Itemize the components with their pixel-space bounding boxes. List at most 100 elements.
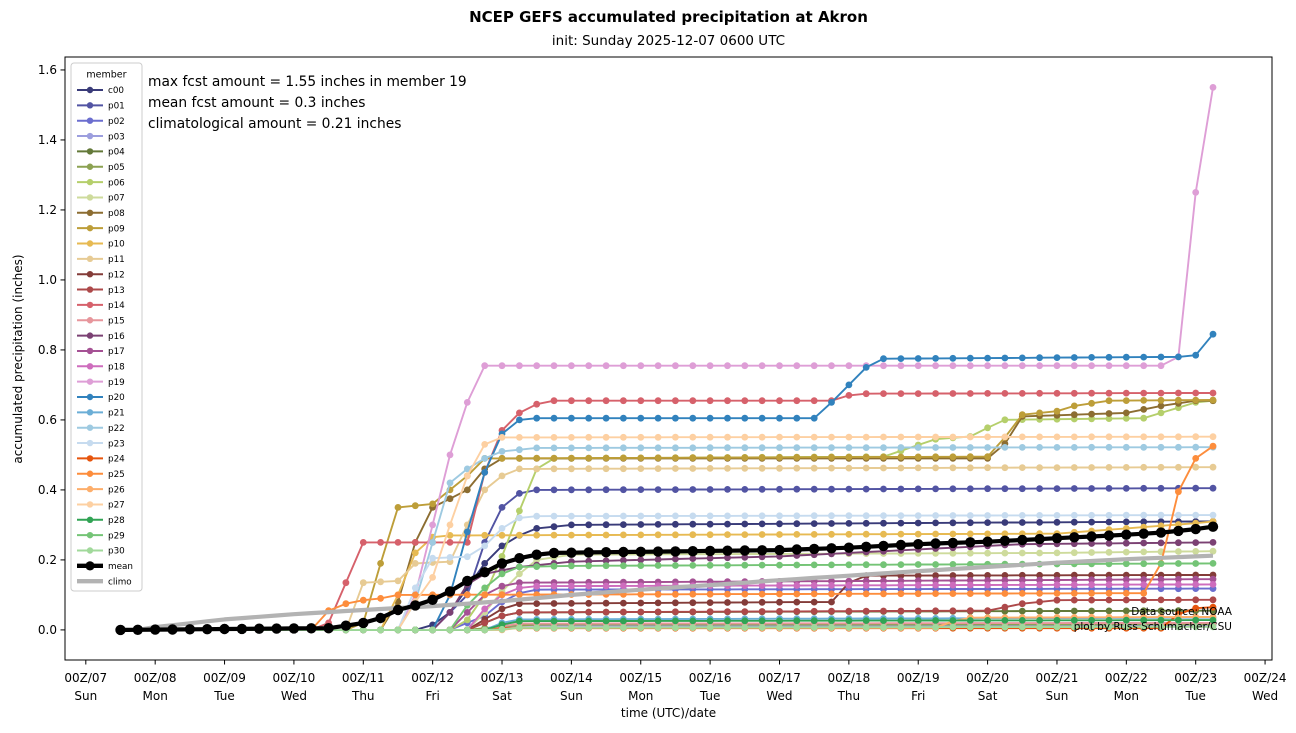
svg-text:0.4: 0.4: [38, 483, 57, 497]
svg-text:climo: climo: [108, 577, 132, 587]
legend-entry-c00: c00: [77, 86, 124, 96]
legend-entry-p08: p08: [77, 209, 125, 219]
svg-text:p12: p12: [108, 270, 125, 280]
legend-entry-p09: p09: [77, 224, 125, 234]
svg-text:Sun: Sun: [1046, 689, 1069, 703]
legend-entry-p24: p24: [77, 455, 125, 465]
legend-entry-p07: p07: [77, 194, 125, 204]
svg-text:p23: p23: [108, 439, 125, 449]
legend-entry-p05: p05: [77, 163, 125, 173]
legend-entry-p03: p03: [77, 132, 125, 142]
svg-text:00Z/23: 00Z/23: [1174, 671, 1217, 685]
svg-text:00Z/21: 00Z/21: [1036, 671, 1079, 685]
svg-text:p22: p22: [108, 424, 125, 434]
annotation-mean: mean fcst amount = 0.3 inches: [148, 95, 366, 111]
svg-text:Sun: Sun: [560, 689, 583, 703]
chart-title: NCEP GEFS accumulated precipitation at A…: [469, 8, 868, 26]
legend-entry-p15: p15: [77, 316, 125, 326]
svg-text:Fri: Fri: [426, 689, 440, 703]
legend-entry-p14: p14: [77, 301, 125, 311]
legend-entry-p12: p12: [77, 270, 125, 280]
svg-text:p01: p01: [108, 102, 125, 112]
legend-entry-p02: p02: [77, 117, 125, 127]
legend-entry-p06: p06: [77, 178, 125, 188]
svg-text:p29: p29: [108, 531, 125, 541]
annotation-block: max fcst amount = 1.55 inches in member …: [148, 72, 467, 135]
legend-entry-p19: p19: [77, 378, 125, 388]
svg-text:p13: p13: [108, 286, 125, 296]
annotation-climo: climatological amount = 0.21 inches: [148, 116, 402, 132]
svg-text:p11: p11: [108, 255, 125, 265]
legend-entry-p10: p10: [77, 240, 125, 250]
svg-text:00Z/11: 00Z/11: [342, 671, 385, 685]
svg-text:p20: p20: [108, 393, 125, 403]
svg-text:1.2: 1.2: [38, 203, 57, 217]
svg-text:Mon: Mon: [143, 689, 168, 703]
svg-text:00Z/20: 00Z/20: [966, 671, 1009, 685]
svg-text:p27: p27: [108, 501, 125, 511]
svg-text:00Z/09: 00Z/09: [203, 671, 246, 685]
svg-text:00Z/07: 00Z/07: [64, 671, 107, 685]
series-mean: [115, 521, 1219, 636]
legend-entry-p17: p17: [77, 347, 125, 357]
svg-text:Wed: Wed: [1252, 689, 1278, 703]
svg-text:1.6: 1.6: [38, 63, 57, 77]
legend-entry-p01: p01: [77, 102, 125, 112]
annotation-max: max fcst amount = 1.55 inches in member …: [148, 74, 467, 90]
svg-text:1.4: 1.4: [38, 133, 57, 147]
svg-text:p17: p17: [108, 347, 125, 357]
svg-text:p18: p18: [108, 363, 125, 373]
legend-entry-p26: p26: [77, 485, 125, 495]
svg-text:p19: p19: [108, 378, 125, 388]
svg-text:p28: p28: [108, 516, 125, 526]
svg-text:Thu: Thu: [351, 689, 375, 703]
svg-text:Sat: Sat: [492, 689, 512, 703]
series-climo: [137, 553, 1214, 632]
svg-text:Fri: Fri: [911, 689, 925, 703]
svg-text:00Z/18: 00Z/18: [827, 671, 870, 685]
legend-entry-p29: p29: [77, 531, 125, 541]
legend-entry-p21: p21: [77, 409, 125, 419]
y-axis-label: accumulated precipitation (inches): [11, 254, 25, 464]
credit-author: plot by Russ Schumacher/CSU: [1073, 621, 1232, 633]
svg-text:00Z/22: 00Z/22: [1105, 671, 1148, 685]
svg-text:p26: p26: [108, 485, 125, 495]
svg-text:p30: p30: [108, 547, 125, 557]
legend-entry-p13: p13: [77, 286, 125, 296]
svg-text:p15: p15: [108, 316, 125, 326]
svg-text:00Z/24: 00Z/24: [1244, 671, 1287, 685]
svg-text:00Z/13: 00Z/13: [481, 671, 524, 685]
svg-text:Sun: Sun: [74, 689, 97, 703]
svg-text:p21: p21: [108, 409, 125, 419]
svg-text:p05: p05: [108, 163, 125, 173]
svg-text:Wed: Wed: [281, 689, 307, 703]
svg-text:p10: p10: [108, 240, 125, 250]
svg-text:Tue: Tue: [213, 689, 235, 703]
legend-entry-p28: p28: [77, 516, 125, 526]
legend-entry-p22: p22: [77, 424, 125, 434]
svg-text:mean: mean: [108, 562, 133, 572]
svg-text:p07: p07: [108, 194, 125, 204]
legend: member c00 p01 p02 p03 p04 p05 p06 p07 p08 p09 p10 p…: [70, 62, 143, 592]
legend-entry-p18: p18: [77, 363, 125, 373]
svg-text:p04: p04: [108, 148, 125, 158]
legend-entry-mean: mean: [77, 561, 133, 572]
legend-title: member: [86, 70, 126, 81]
plot-border: [64, 56, 1273, 661]
svg-text:0.0: 0.0: [38, 623, 57, 637]
svg-text:p06: p06: [108, 178, 125, 188]
svg-text:00Z/15: 00Z/15: [619, 671, 662, 685]
svg-text:00Z/12: 00Z/12: [411, 671, 454, 685]
svg-text:p09: p09: [108, 224, 125, 234]
svg-text:Tue: Tue: [699, 689, 721, 703]
svg-text:Mon: Mon: [1114, 689, 1139, 703]
svg-text:p16: p16: [108, 332, 125, 342]
svg-text:0.6: 0.6: [38, 413, 57, 427]
svg-text:p25: p25: [108, 470, 125, 480]
legend-entry-p23: p23: [77, 439, 125, 449]
svg-text:0.2: 0.2: [38, 553, 57, 567]
svg-text:00Z/16: 00Z/16: [689, 671, 732, 685]
svg-text:Sat: Sat: [978, 689, 998, 703]
